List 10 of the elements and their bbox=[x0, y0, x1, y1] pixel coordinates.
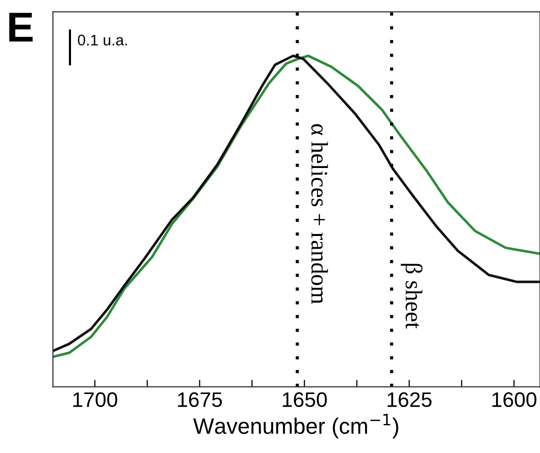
x-tick-label: 1625 bbox=[388, 392, 432, 408]
x-tick-label: 1675 bbox=[178, 392, 222, 408]
x-tick-label: 1700 bbox=[73, 392, 118, 408]
x-tick-label: 1650 bbox=[282, 392, 327, 408]
ref-line-label: β sheet bbox=[400, 264, 422, 329]
text: 0.1 u.a. bbox=[78, 34, 127, 46]
ref-line-label: α helices + random bbox=[311, 124, 328, 304]
text: E bbox=[9, 12, 33, 42]
x-axis-title: Wavenumber (cm$^{−1}$) bbox=[193, 414, 398, 438]
x-tick-label: 1600 bbox=[492, 392, 536, 408]
